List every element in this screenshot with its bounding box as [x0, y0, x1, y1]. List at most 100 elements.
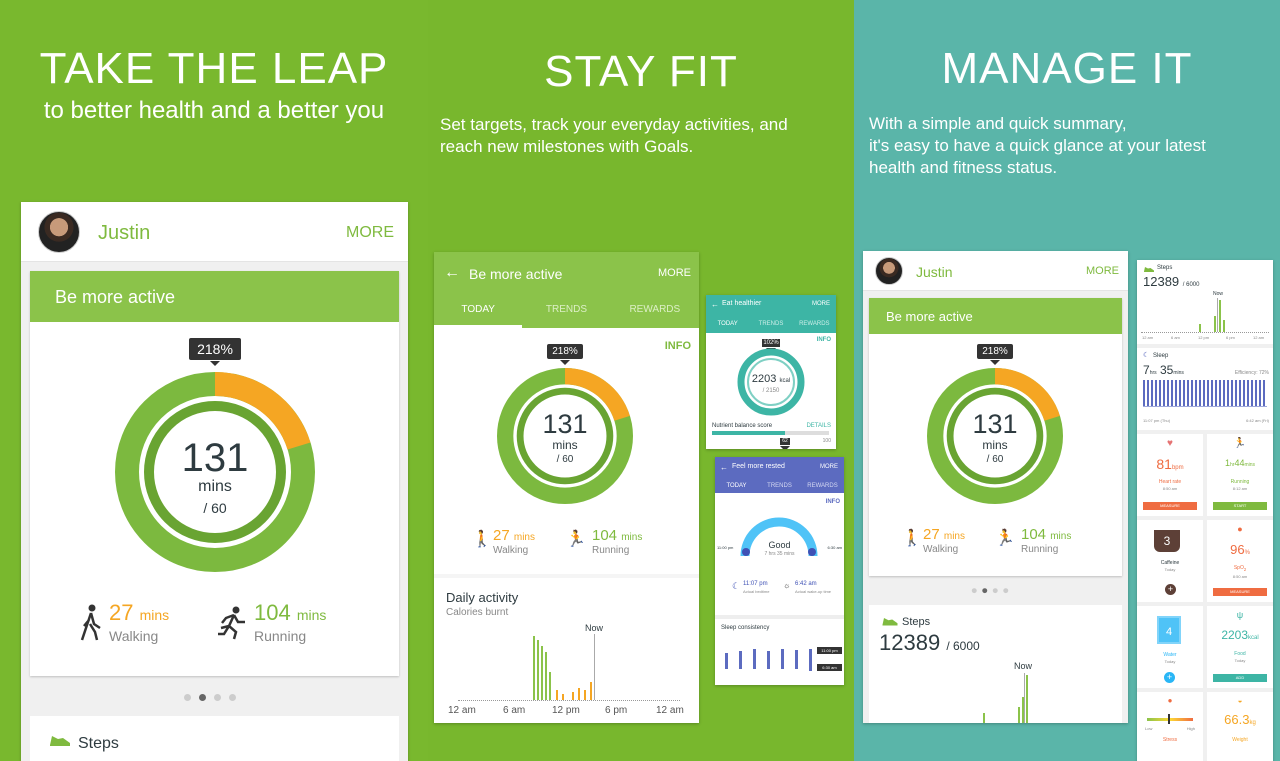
bedtime-label: Actual bedtime — [743, 589, 770, 594]
tab-today[interactable]: TODAY — [726, 483, 747, 489]
food-value: 2203kcal — [1221, 628, 1259, 642]
gauge-end: 6:30 am — [827, 545, 842, 550]
goal-card-header: Be more active — [869, 298, 1122, 334]
spo2-tile[interactable]: ● 96% SpO2 8:50 am MEASURE — [1207, 520, 1273, 602]
page-indicator[interactable] — [969, 584, 1011, 597]
shoe-icon — [50, 736, 70, 746]
ring-unit: mins — [552, 438, 578, 452]
tab-bar: TODAY TRENDS REWARDS — [434, 304, 699, 315]
percent-badge: 102% — [762, 339, 780, 353]
spo2-label: SpO2 — [1233, 565, 1247, 572]
measure-button[interactable]: MEASURE — [1213, 588, 1267, 596]
activity-ring: 131 mins / 60 — [115, 372, 315, 572]
heart-value: 81bpm — [1156, 456, 1184, 472]
heart-rate-tile[interactable]: ♥ 81bpm Heart rate 8:50 am MEASURE — [1137, 434, 1203, 516]
goal-card[interactable]: Be more active 218% 131 mins / 60 — [30, 271, 399, 676]
avatar[interactable] — [38, 211, 80, 253]
eat-app-bar: ← Eat healthier MORE TODAY TRENDS REWARD… — [706, 295, 836, 333]
moon-icon: ☾ — [732, 581, 741, 591]
panel-take-the-leap: TAKE THE LEAP to better health and a bet… — [0, 0, 428, 761]
calorie-target: / 2150 — [762, 388, 780, 394]
spo2-value: 96% — [1230, 542, 1250, 557]
caffeine-tile[interactable]: 3 Caffeine Today + — [1137, 520, 1203, 602]
ring-target: / 60 — [203, 500, 227, 516]
sleep-efficiency: Efficiency: 72% — [1234, 370, 1269, 376]
chart-baseline — [458, 700, 680, 701]
gauge-start: 11:00 pm — [717, 545, 734, 550]
spo2-time: 8:50 am — [1232, 574, 1248, 579]
info-button[interactable]: INFO — [825, 499, 840, 505]
start-button[interactable]: START — [1213, 502, 1267, 510]
more-button[interactable]: MORE — [820, 464, 838, 470]
tab-trends[interactable]: TRENDS — [767, 483, 792, 489]
running-duration: 1hr44mins — [1224, 458, 1256, 468]
tab-rewards[interactable]: REWARDS — [799, 321, 830, 327]
nutrient-score-value: 62 — [780, 438, 790, 449]
tab-trends[interactable]: TRENDS — [758, 321, 784, 327]
tab-today[interactable]: TODAY — [461, 304, 495, 315]
tab-indicator — [434, 325, 522, 328]
running-label: Running — [1021, 544, 1059, 555]
phone-screen: Justin MORE Be more active 218% 131 mins… — [21, 202, 408, 761]
eat-healthier-screen: ← Eat healthier MORE TODAY TRENDS REWARD… — [706, 295, 836, 449]
ring-value: 131 — [542, 409, 588, 439]
activity-ring: 131 mins / 60 — [497, 368, 633, 504]
goal-title: Be more active — [55, 287, 176, 307]
screen-title: Be more active — [469, 266, 563, 282]
running-icon: 🏃 — [1233, 438, 1247, 449]
screen-title: Eat healthier — [722, 300, 762, 307]
goal-card-header: Be more active — [30, 271, 399, 322]
percent-badge: 218% — [547, 344, 583, 365]
tab-rewards[interactable]: REWARDS — [629, 304, 681, 315]
stress-low: Low — [1145, 726, 1153, 731]
ring-target: / 60 — [556, 454, 574, 465]
avatar[interactable] — [875, 257, 903, 285]
weight-tile[interactable]: ◒ 66.3kg Weight — [1207, 692, 1273, 761]
drop-icon: ● — [1237, 524, 1243, 534]
daily-activity-card[interactable]: Daily activity Calories burnt Now 12 am … — [434, 578, 699, 723]
heart-time: 8:50 am — [1162, 486, 1178, 491]
goal-card[interactable]: Be more active 218% 131 mins / 60 🚶 27 m… — [869, 298, 1122, 576]
more-button[interactable]: MORE — [812, 301, 830, 307]
water-tile[interactable]: 4 Water Today + — [1137, 606, 1203, 688]
running-tile[interactable]: 🏃 1hr44mins Running 8:12 am START — [1207, 434, 1273, 516]
percent-badge: 218% — [189, 338, 241, 366]
sleep-tile[interactable]: ☾ Sleep 7hrs 35mins Efficiency: 72% 11:0… — [1137, 348, 1273, 430]
panel-description: Set targets, track your everyday activit… — [440, 115, 788, 156]
tab-trends[interactable]: TRENDS — [545, 304, 588, 315]
more-button[interactable]: MORE — [1086, 265, 1119, 277]
tab-today[interactable]: TODAY — [717, 321, 738, 327]
running-stat: 104 mins Running — [216, 600, 376, 650]
steps-tile[interactable]: Steps 12389 / 6000 Now 12 am 6 am 12 pm … — [1137, 260, 1273, 344]
steps-value: 12389 / 6000 — [1143, 274, 1200, 289]
steps-card[interactable]: Steps 12389 / 6000 Now — [869, 605, 1122, 723]
steps-label: Steps — [902, 616, 931, 628]
page-indicator[interactable] — [180, 688, 240, 706]
measure-button[interactable]: MEASURE — [1143, 502, 1197, 510]
add-water-button[interactable]: + — [1164, 672, 1175, 683]
back-arrow-icon[interactable]: ← — [444, 264, 460, 281]
panel-title: MANAGE IT — [941, 44, 1193, 93]
back-arrow-icon[interactable]: ← — [711, 300, 719, 309]
more-button[interactable]: MORE — [658, 267, 691, 279]
nutrient-score-bar — [712, 431, 829, 435]
consistency-low: 6:30 am — [817, 664, 842, 671]
more-button[interactable]: MORE — [346, 224, 394, 241]
stress-label: Stress — [1162, 737, 1178, 743]
stress-tile[interactable]: ● Low High Stress — [1137, 692, 1203, 761]
add-caffeine-button[interactable]: + — [1165, 584, 1176, 595]
back-arrow-icon[interactable]: ← — [720, 463, 728, 472]
percent-badge: 218% — [977, 344, 1013, 365]
running-value: 104 mins — [254, 600, 327, 625]
shoe-icon — [1144, 267, 1154, 272]
tab-rewards[interactable]: REWARDS — [807, 483, 838, 489]
steps-card[interactable]: Steps — [30, 716, 399, 761]
goal-title: Be more active — [886, 309, 973, 324]
heart-label: Heart rate — [1158, 479, 1182, 485]
add-food-button[interactable]: ADD — [1213, 674, 1267, 682]
info-button[interactable]: INFO — [664, 340, 691, 352]
running-icon: 🏃 — [995, 530, 1015, 547]
details-button[interactable]: DETAILS — [806, 423, 831, 429]
food-tile[interactable]: ψ 2203kcal Food Today ADD — [1207, 606, 1273, 688]
info-button[interactable]: INFO — [816, 337, 831, 343]
